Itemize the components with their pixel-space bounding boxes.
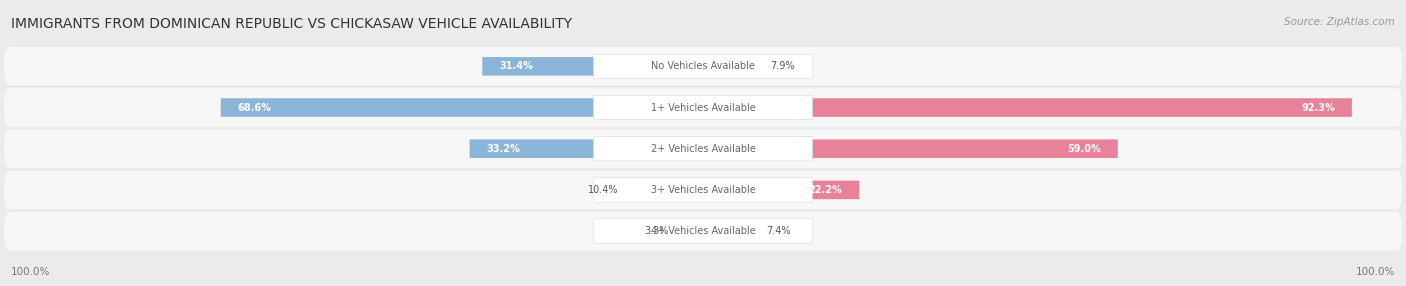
FancyBboxPatch shape xyxy=(593,54,813,78)
Text: IMMIGRANTS FROM DOMINICAN REPUBLIC VS CHICKASAW VEHICLE AVAILABILITY: IMMIGRANTS FROM DOMINICAN REPUBLIC VS CH… xyxy=(11,17,572,31)
Text: 31.4%: 31.4% xyxy=(499,61,533,71)
FancyBboxPatch shape xyxy=(470,140,703,158)
FancyBboxPatch shape xyxy=(593,96,813,120)
FancyBboxPatch shape xyxy=(482,57,703,76)
Text: 4+ Vehicles Available: 4+ Vehicles Available xyxy=(651,226,755,236)
Text: 10.4%: 10.4% xyxy=(588,185,619,195)
FancyBboxPatch shape xyxy=(703,140,1118,158)
FancyBboxPatch shape xyxy=(4,47,1402,86)
Text: 100.0%: 100.0% xyxy=(11,267,51,277)
FancyBboxPatch shape xyxy=(4,212,1402,251)
Text: 59.0%: 59.0% xyxy=(1067,144,1101,154)
Text: 3+ Vehicles Available: 3+ Vehicles Available xyxy=(651,185,755,195)
FancyBboxPatch shape xyxy=(221,98,703,117)
Text: 1+ Vehicles Available: 1+ Vehicles Available xyxy=(651,103,755,112)
Text: 68.6%: 68.6% xyxy=(238,103,271,112)
Text: 2+ Vehicles Available: 2+ Vehicles Available xyxy=(651,144,755,154)
Text: 22.2%: 22.2% xyxy=(808,185,842,195)
FancyBboxPatch shape xyxy=(593,219,813,243)
Text: Source: ZipAtlas.com: Source: ZipAtlas.com xyxy=(1284,17,1395,27)
FancyBboxPatch shape xyxy=(4,170,1402,209)
FancyBboxPatch shape xyxy=(4,88,1402,127)
FancyBboxPatch shape xyxy=(630,181,703,199)
FancyBboxPatch shape xyxy=(593,137,813,161)
Text: 3.3%: 3.3% xyxy=(644,226,669,236)
FancyBboxPatch shape xyxy=(703,181,859,199)
FancyBboxPatch shape xyxy=(4,129,1402,168)
FancyBboxPatch shape xyxy=(703,222,755,240)
FancyBboxPatch shape xyxy=(593,178,813,202)
FancyBboxPatch shape xyxy=(703,98,1353,117)
Text: 92.3%: 92.3% xyxy=(1301,103,1336,112)
Text: 100.0%: 100.0% xyxy=(1355,267,1395,277)
FancyBboxPatch shape xyxy=(703,57,759,76)
Text: 7.4%: 7.4% xyxy=(766,226,790,236)
Text: No Vehicles Available: No Vehicles Available xyxy=(651,61,755,71)
Text: 33.2%: 33.2% xyxy=(486,144,520,154)
Text: 7.9%: 7.9% xyxy=(770,61,794,71)
FancyBboxPatch shape xyxy=(681,222,703,240)
